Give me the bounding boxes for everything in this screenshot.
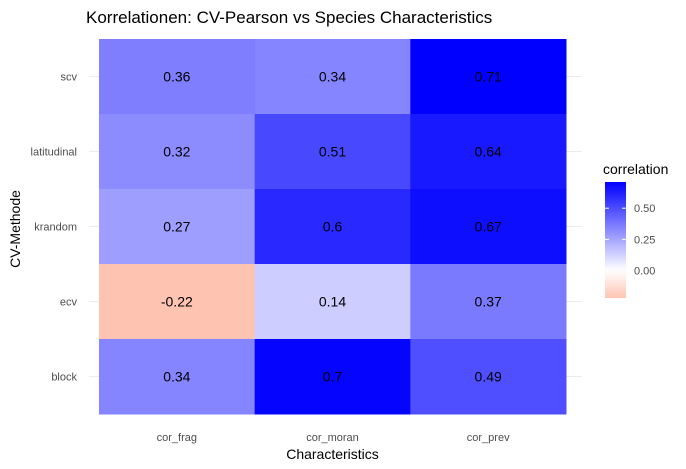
heatmap-cell — [99, 39, 256, 115]
x-tick-labels: cor_frag cor_moran cor_prev — [157, 432, 510, 444]
heatmap-cell — [410, 39, 567, 115]
cell-value-label: 0.14 — [319, 294, 346, 310]
cell-value-label: 0.32 — [163, 144, 190, 160]
heatmap-cell — [254, 114, 411, 190]
heatmap-cell — [99, 339, 256, 415]
x-tick-label: cor_moran — [306, 432, 359, 444]
x-tick-label: cor_prev — [467, 432, 510, 444]
y-axis-title: CV-Methode — [7, 190, 23, 268]
heatmap-cell — [410, 114, 567, 190]
cell-value-label: 0.49 — [475, 369, 502, 385]
cell-value-label: 0.37 — [475, 294, 502, 310]
heatmap-cell — [410, 339, 567, 415]
cell-value-label: 0.64 — [475, 144, 502, 160]
heatmap-cell — [254, 339, 411, 415]
heatmap-cell — [254, 189, 411, 265]
x-tick-label: cor_frag — [157, 432, 197, 444]
heatmap-cell — [410, 264, 567, 340]
legend-title: correlation — [603, 161, 668, 177]
cell-value-label: 0.34 — [319, 69, 346, 85]
chart-title: Korrelationen: CV-Pearson vs Species Cha… — [86, 8, 492, 27]
cell-labels: 0.36 0.34 0.71 0.32 0.51 0.64 0.27 0.6 0.67 -0.22… — [161, 69, 502, 385]
y-tick-label: krandom — [34, 222, 77, 234]
heatmap-cell — [99, 114, 256, 190]
heatmap-cell — [254, 264, 411, 340]
cell-value-label: 0.71 — [475, 69, 502, 85]
cell-value-label: 0.34 — [163, 369, 190, 385]
cell-value-label: 0.67 — [475, 219, 502, 235]
cell-value-label: 0.27 — [163, 219, 190, 235]
x-axis-title: Characteristics — [286, 446, 379, 462]
heatmap-cell — [99, 189, 256, 265]
y-tick-label: scv — [61, 72, 78, 84]
heatmap-cells — [99, 39, 567, 415]
legend-tick-label: 0.25 — [634, 234, 655, 246]
legend-color-bar — [605, 182, 626, 298]
heatmap-cell — [99, 264, 256, 340]
y-tick-label: block — [51, 372, 77, 384]
legend-tick-label: 0.00 — [634, 266, 655, 278]
cell-value-label: 0.51 — [319, 144, 346, 160]
cell-value-label: -0.22 — [161, 294, 193, 310]
y-tick-labels: scv latitudinal krandom ecv block — [31, 72, 78, 384]
legend-tick-label: 0.50 — [634, 203, 655, 215]
heatmap-cell — [410, 189, 567, 265]
color-legend: correlation 0.50 0.25 0.00 — [603, 161, 668, 298]
cell-value-label: 0.7 — [323, 369, 343, 385]
cell-value-label: 0.36 — [163, 69, 190, 85]
cell-value-label: 0.6 — [323, 219, 343, 235]
heatmap-cell — [254, 39, 411, 115]
legend-ticks: 0.50 0.25 0.00 — [605, 203, 655, 278]
y-tick-label: latitudinal — [31, 147, 77, 159]
y-tick-label: ecv — [60, 297, 78, 309]
